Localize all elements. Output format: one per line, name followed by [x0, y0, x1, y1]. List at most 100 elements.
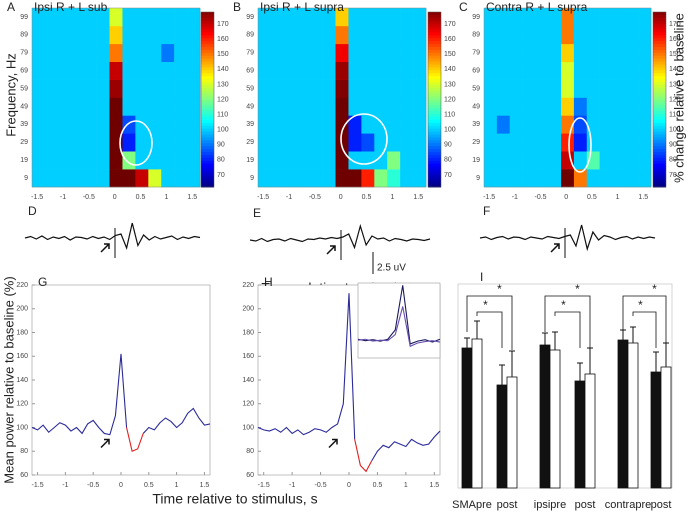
heat-cell: [270, 169, 285, 188]
colorbar-tick-label: 80: [217, 157, 225, 164]
colorbar-tick-label: 170: [217, 21, 229, 28]
heat-cell: [573, 61, 588, 80]
colorbar-slice: [201, 99, 214, 103]
y-tick-label: 220: [242, 282, 254, 289]
heat-cell: [135, 169, 149, 188]
heat-cell: [83, 61, 97, 80]
heat-cell: [400, 61, 414, 80]
panel-title: Ipsi R + L supra: [260, 0, 344, 14]
significance-star: *: [638, 298, 643, 312]
colorbar-tick-label: 170: [669, 21, 681, 28]
colorbar-slice: [201, 67, 214, 71]
colorbar-slice: [653, 84, 666, 89]
heat-cell: [322, 97, 336, 116]
heat-cell: [612, 25, 626, 45]
heat-cell: [335, 61, 349, 80]
colorbar-slice: [201, 55, 214, 60]
x-tick-label: 0.5: [373, 482, 383, 489]
colorbar-tick-label: 150: [444, 51, 456, 58]
y-tick-label: 9: [250, 175, 254, 182]
colorbar-slice: [428, 99, 441, 103]
x-tick-label: 0: [564, 194, 568, 201]
heat-cell: [400, 43, 414, 62]
heat-cell: [32, 169, 46, 188]
heat-cell: [387, 25, 401, 45]
heat-cell: [522, 115, 536, 134]
colorbar-slice: [653, 160, 666, 165]
heat-cell: [83, 97, 97, 116]
heat-cell: [496, 8, 510, 27]
heat-cell: [625, 61, 639, 80]
heat-cell: [296, 133, 310, 152]
heat-cell: [83, 151, 97, 170]
colorbar-tick-label: 90: [669, 142, 677, 149]
heat-cell: [413, 115, 427, 134]
heat-cell: [70, 61, 84, 80]
heat-cell: [32, 97, 46, 116]
heat-cell: [270, 151, 285, 170]
heat-cell: [187, 169, 201, 188]
heat-cell: [638, 115, 652, 134]
y-tick-label: 200: [16, 306, 28, 313]
y-tick-label: 89: [20, 32, 28, 39]
colorbar-slice: [428, 175, 441, 179]
heat-cell: [374, 8, 388, 27]
heat-cell: [612, 61, 626, 80]
heat-cell: [573, 8, 588, 27]
heat-cell: [535, 61, 549, 80]
heat-cell: [135, 115, 149, 134]
colorbar-tick-label: 120: [217, 96, 229, 103]
colorbar-slice: [428, 108, 441, 112]
heat-cell: [161, 115, 175, 134]
heat-cell: [625, 79, 639, 98]
heat-cell: [296, 43, 310, 62]
y-tick-label: 89: [472, 32, 480, 39]
y-tick-label: 99: [246, 14, 254, 21]
colorbar-slice: [653, 143, 666, 147]
colorbar-slice: [201, 111, 214, 115]
heat-cell: [161, 8, 175, 27]
x-tick-label: 0: [113, 194, 117, 201]
heat-cell: [258, 169, 272, 188]
heat-cell: [387, 151, 401, 170]
heat-cell: [586, 8, 600, 27]
colorbar-tick-label: 100: [217, 127, 229, 134]
heat-cell: [32, 25, 46, 45]
heat-cell: [283, 169, 298, 188]
colorbar-slice: [201, 160, 214, 165]
y-axis-label: Frequency, Hz: [3, 53, 18, 137]
heat-cell: [522, 97, 536, 116]
colorbar-slice: [201, 38, 214, 42]
heat-cell: [70, 151, 84, 170]
bar: [461, 347, 473, 489]
heat-cell: [322, 151, 336, 170]
colorbar-slice: [653, 41, 666, 45]
colorbar-slice: [428, 146, 441, 150]
heat-cell: [348, 79, 362, 98]
heat-cell: [509, 133, 523, 152]
error-bar: [653, 351, 659, 372]
heat-cell: [535, 169, 549, 188]
heat-cell: [612, 8, 626, 27]
colorbar-slice: [201, 122, 214, 127]
heat-cell: [387, 115, 401, 134]
y-tick-label: 100: [16, 424, 28, 431]
colorbar-slice: [428, 41, 441, 45]
colorbar-slice: [653, 26, 666, 30]
colorbar-slice: [653, 134, 666, 138]
colorbar-slice: [201, 128, 214, 133]
colorbar-tick-label: 70: [217, 172, 225, 179]
heat-cell: [522, 43, 536, 62]
x-tick-label: 0.5: [362, 194, 372, 201]
colorbar-slice: [653, 149, 666, 153]
heat-cell: [270, 43, 285, 62]
x-tick-label: -1: [512, 194, 518, 201]
heat-cell: [270, 8, 285, 27]
colorbar-slice: [201, 163, 214, 168]
colorbar-slice: [653, 114, 666, 118]
colorbar-slice: [201, 125, 214, 130]
colorbar-slice: [428, 184, 441, 188]
heat-cell: [70, 133, 84, 152]
colorbar-slice: [201, 172, 214, 176]
colorbar-slice: [201, 47, 214, 51]
